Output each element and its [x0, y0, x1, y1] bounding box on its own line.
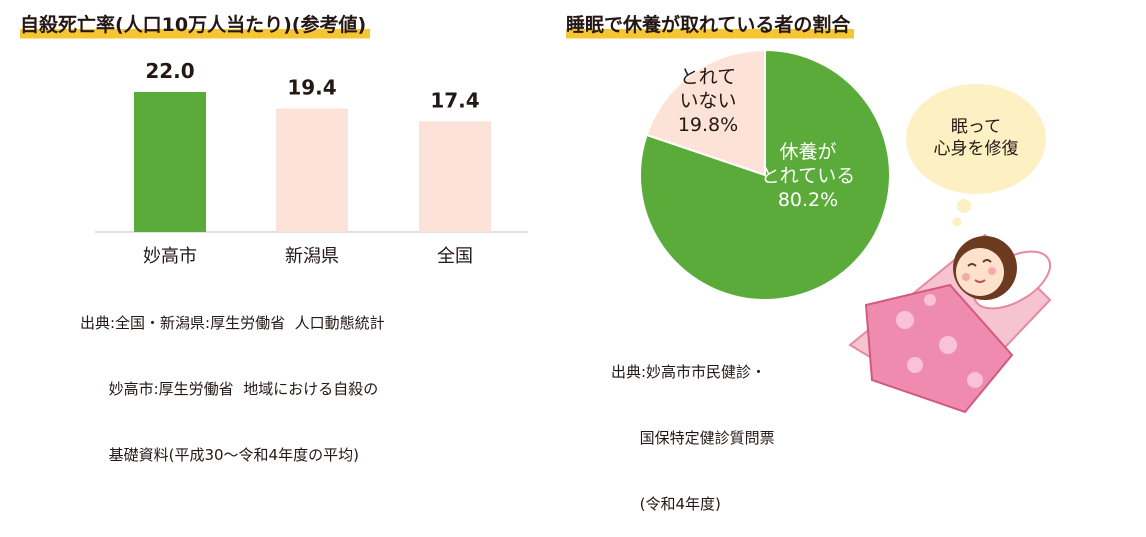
thought-bubble: [906, 84, 1046, 194]
smile: [974, 279, 986, 283]
bar-chart: 22.0 妙高市 19.4 新潟県 17.4 全国: [95, 59, 528, 267]
bar-value-label: 19.4: [287, 76, 336, 100]
source-line: 出典:全国・新潟県:厚生労働省 人口動態統計: [80, 314, 385, 332]
figure-canvas: 22.0 妙高市 19.4 新潟県 17.4 全国 休養がとれている 80.2% とれていない…: [95, 48, 1052, 414]
bar-chart-title: 自殺死亡率(人口10万人当たり)(参考値): [20, 12, 371, 41]
bar: [276, 108, 348, 232]
bar: [419, 121, 491, 232]
source-line: 基礎資料(平成30～令和4年度の平均): [80, 446, 359, 464]
blanket-flower-pattern: [896, 294, 983, 388]
category-label: 全国: [437, 246, 473, 267]
pie-chart: 休養がとれている 80.2% とれていない 19.8%: [639, 48, 891, 301]
thought-bubble-text: 眠って 心身を修復: [921, 116, 1031, 160]
source-line: 出典:妙高市市民健診・: [611, 363, 767, 381]
cheek: [962, 273, 970, 281]
pie-slice-label: とれていない 19.8%: [678, 66, 738, 136]
source-line: 国保特定健診質問票: [611, 429, 775, 447]
pie-slice-label: 休養がとれている 80.2%: [761, 141, 855, 211]
bar: [134, 92, 206, 232]
thought-bubble-dot: [952, 217, 962, 227]
pie-chart-title: 睡眠で休養が取れている者の割合: [566, 12, 855, 41]
bar-value-label: 17.4: [430, 88, 479, 112]
thought-bubble-dot: [957, 199, 971, 213]
closed-eye: [967, 263, 977, 267]
category-label: 妙高市: [143, 246, 197, 267]
cheek: [988, 267, 996, 275]
pie-chart-source: 出典:妙高市市民健診・ 国保特定健診質問票 (令和4年度): [611, 317, 775, 537]
bar-value-label: 22.0: [145, 59, 194, 83]
pie-slice: [645, 48, 766, 177]
source-line: 妙高市:厚生労働省 地域における自殺の: [80, 380, 379, 398]
category-label: 新潟県: [285, 246, 339, 267]
closed-eye: [982, 259, 992, 263]
bubble-line: 心身を修復: [933, 139, 1019, 159]
face: [956, 248, 1004, 296]
sleeping-person-illustration: [848, 84, 1052, 414]
source-line: (令和4年度): [611, 495, 721, 513]
bubble-line: 眠って: [950, 117, 1002, 137]
bar-chart-source: 出典:全国・新潟県:厚生労働省 人口動態統計 妙高市:厚生労働省 地域における自…: [80, 268, 385, 488]
